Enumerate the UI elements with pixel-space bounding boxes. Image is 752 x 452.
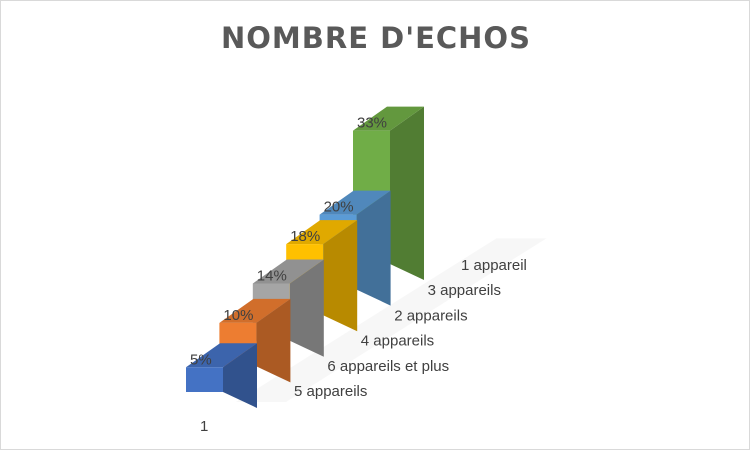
- bar-top-face: [186, 343, 257, 368]
- chart-title: NOMBRE D'ECHOS: [221, 21, 531, 55]
- series-axis-label: 6 appareils et plus: [327, 358, 449, 375]
- series-axis-label: 5 appareils: [294, 383, 367, 400]
- data-label: 20%: [324, 199, 354, 216]
- bar-front-face: [186, 367, 223, 392]
- bar-side-face: [323, 220, 358, 332]
- bar-top-face: [353, 106, 424, 131]
- bar-top-face: [286, 220, 358, 245]
- bar-side-face: [289, 259, 324, 357]
- bar-side-face: [256, 298, 291, 383]
- data-label: 10%: [223, 307, 253, 324]
- series-axis-label: 4 appareils: [361, 333, 434, 350]
- series-axis-label: 1 appareil: [461, 257, 527, 274]
- bar-side-face: [356, 190, 391, 306]
- bar-side-face: [390, 106, 424, 281]
- bar-top-face: [219, 298, 291, 323]
- series-axis-label: 3 appareils: [428, 282, 501, 299]
- bar-side-face: [223, 343, 257, 408]
- data-label: 33%: [357, 115, 387, 132]
- bar-top-face: [252, 259, 324, 284]
- category-tick-label: 1: [200, 418, 208, 435]
- bar-top-face: [319, 190, 391, 215]
- floor-plane: [236, 238, 547, 402]
- series-axis-label: 2 appareils: [394, 307, 467, 324]
- data-label: 14%: [257, 268, 287, 285]
- bar-5-appareils: [186, 343, 257, 408]
- data-label: 18%: [290, 228, 320, 245]
- data-label: 5%: [190, 351, 212, 368]
